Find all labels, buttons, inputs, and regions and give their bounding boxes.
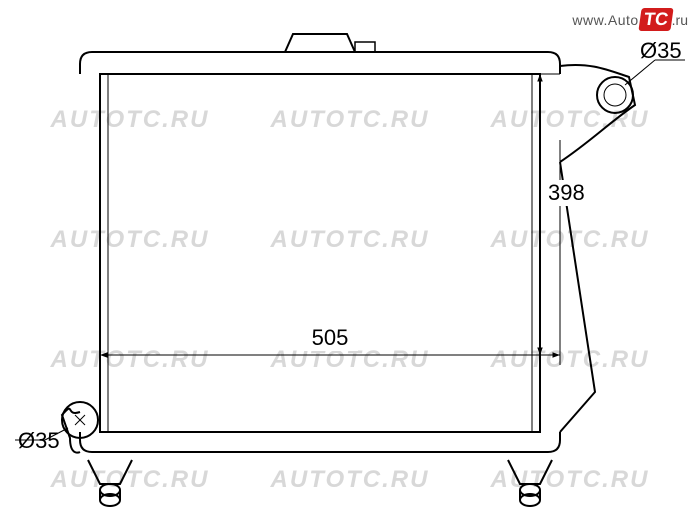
technical-drawing: 505 398 Ø35 Ø35 [0,0,700,517]
diagram-canvas: AUTOTC.RUAUTOTC.RUAUTOTC.RUAUTOTC.RUAUTO… [0,0,700,517]
svg-text:505: 505 [312,325,349,350]
svg-text:Ø35: Ø35 [18,428,60,453]
svg-text:Ø35: Ø35 [640,38,682,63]
svg-text:398: 398 [548,180,585,205]
